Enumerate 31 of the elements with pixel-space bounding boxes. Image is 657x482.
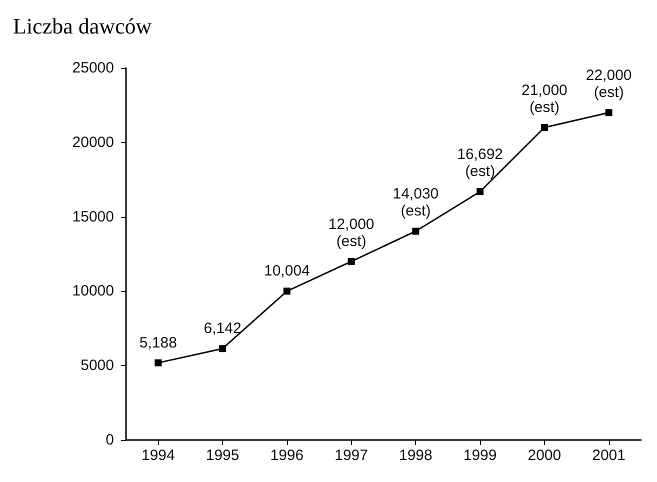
data-label: 10,004 — [264, 262, 310, 280]
x-tick-label: 1997 — [334, 447, 368, 464]
y-tick-label: 25000 — [72, 60, 114, 76]
point — [412, 228, 420, 235]
x-tick-label: 1999 — [463, 447, 497, 464]
point — [605, 109, 612, 116]
point — [348, 258, 355, 265]
chart-title: Liczba dawców — [13, 14, 152, 38]
data-label: 12,000 (est) — [328, 216, 374, 250]
data-label: 5,188 — [139, 334, 177, 352]
y-tick-label: 5000 — [80, 357, 114, 374]
data-label: 14,030 (est) — [392, 186, 439, 220]
x-tick-label: 2000 — [528, 447, 562, 464]
point — [540, 124, 548, 132]
data-label: 21,000 (est) — [521, 82, 568, 116]
x-tick-label: 1998 — [399, 447, 432, 464]
data-label: 16,692 (est) — [457, 146, 504, 180]
y-tick-label: 15000 — [72, 208, 114, 226]
x-tick-label: 1994 — [142, 447, 175, 464]
data-label: 22,000 (est) — [586, 67, 632, 102]
x-tick-label: 1995 — [206, 447, 240, 464]
data-label: 6,142 — [204, 320, 242, 338]
point — [154, 359, 162, 366]
y-tick-label: 0 — [106, 432, 114, 448]
y-tick-label: 10000 — [72, 282, 114, 300]
y-tick-label: 20000 — [72, 134, 114, 151]
x-tick-label: 1996 — [270, 447, 304, 464]
x-tick-label: 2001 — [592, 447, 626, 464]
point — [283, 288, 290, 295]
point — [219, 345, 226, 352]
point — [476, 188, 484, 196]
